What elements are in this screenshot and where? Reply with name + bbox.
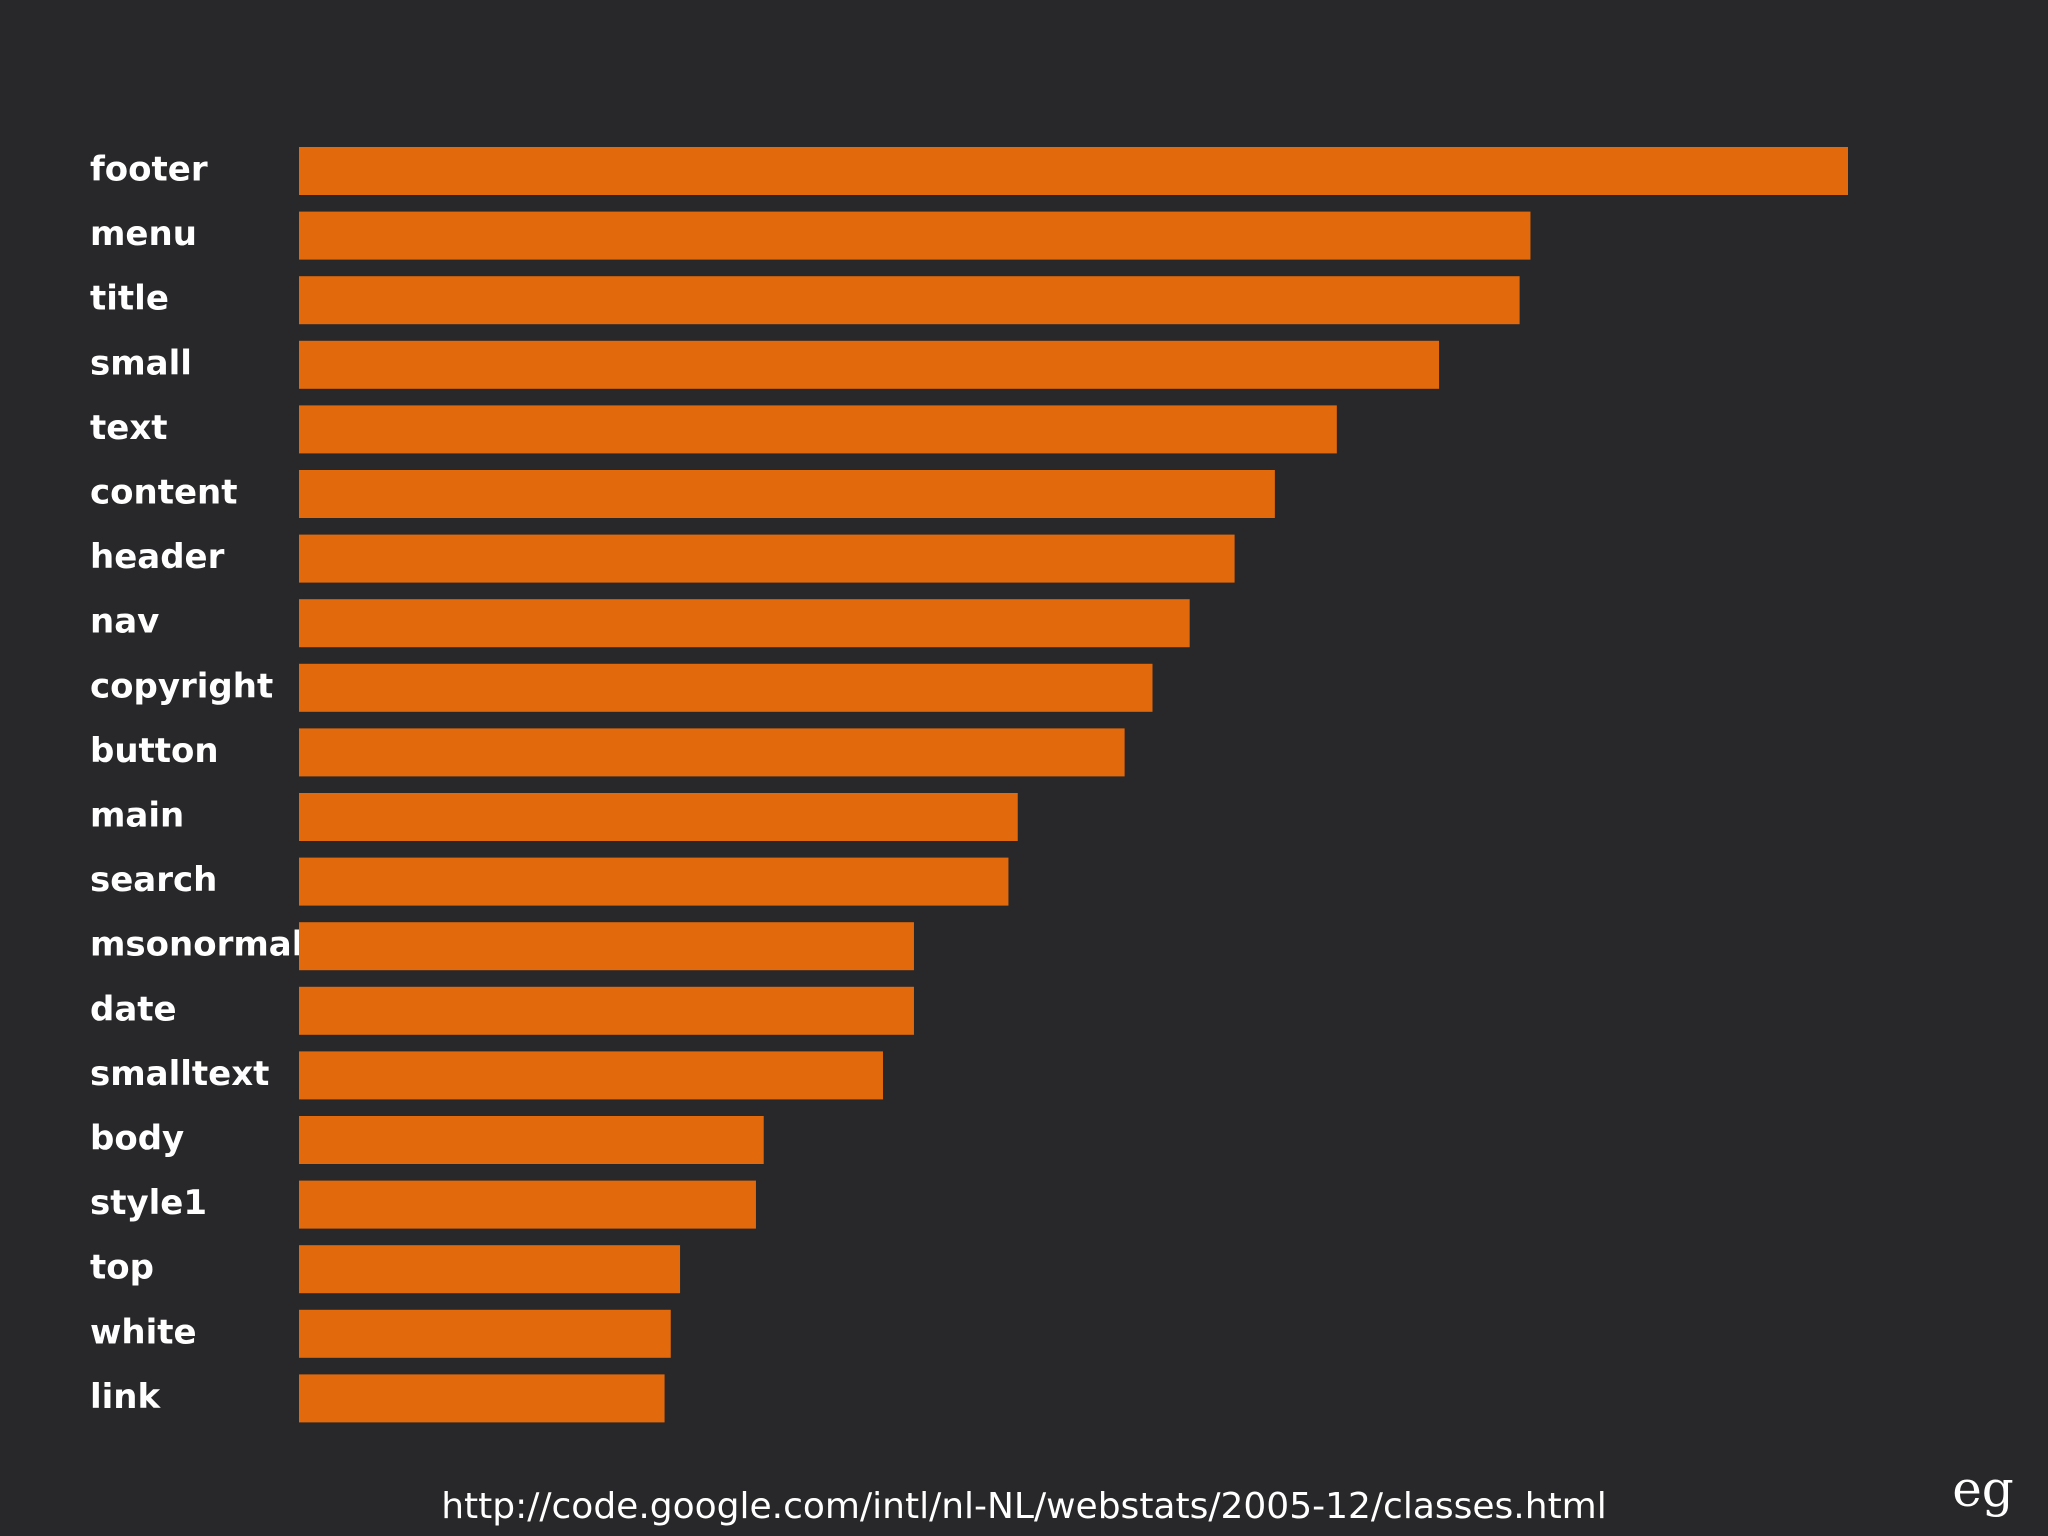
bar-nav — [299, 599, 1190, 648]
category-label: title — [90, 279, 169, 319]
category-label: top — [90, 1248, 154, 1288]
bar-search — [299, 857, 1009, 906]
category-label: link — [90, 1377, 162, 1417]
bar-header — [299, 534, 1235, 583]
bar-small — [299, 340, 1440, 389]
svg-text:eg: eg — [1952, 1460, 2014, 1518]
category-label: small — [90, 343, 192, 383]
category-label: smalltext — [90, 1054, 269, 1094]
category-label: content — [90, 473, 238, 513]
category-label: style1 — [90, 1183, 207, 1223]
category-label: nav — [90, 602, 159, 642]
source-url[interactable]: http://code.google.com/intl/nl-NL/websta… — [441, 1486, 1607, 1527]
bar-top — [299, 1245, 681, 1294]
category-label: msonormal — [90, 925, 303, 965]
eg-logo-icon: eg — [1952, 1460, 2014, 1518]
category-label: text — [90, 408, 168, 448]
bar-text — [299, 405, 1337, 454]
bar-link — [299, 1374, 665, 1423]
category-label: copyright — [90, 666, 273, 706]
bar-body — [299, 1116, 764, 1164]
bar-white — [299, 1309, 671, 1358]
bar-footer — [299, 147, 1848, 195]
category-label: header — [90, 537, 225, 577]
category-label: button — [90, 731, 219, 771]
bar-content — [299, 470, 1275, 518]
bar-date — [299, 986, 914, 1035]
bar-smalltext — [299, 1051, 883, 1100]
category-label: date — [90, 989, 177, 1029]
category-label: white — [90, 1312, 197, 1352]
bar-main — [299, 793, 1018, 841]
bar-msonormal — [299, 922, 914, 971]
bar-button — [299, 728, 1125, 777]
bar-style1 — [299, 1180, 756, 1229]
bar-title — [299, 276, 1520, 325]
category-label: body — [90, 1119, 184, 1159]
category-label: menu — [90, 214, 197, 254]
bar-menu — [299, 211, 1531, 260]
bar-copyright — [299, 663, 1153, 712]
category-label: main — [90, 796, 184, 836]
category-label: search — [90, 860, 217, 900]
category-label: footer — [90, 150, 208, 190]
